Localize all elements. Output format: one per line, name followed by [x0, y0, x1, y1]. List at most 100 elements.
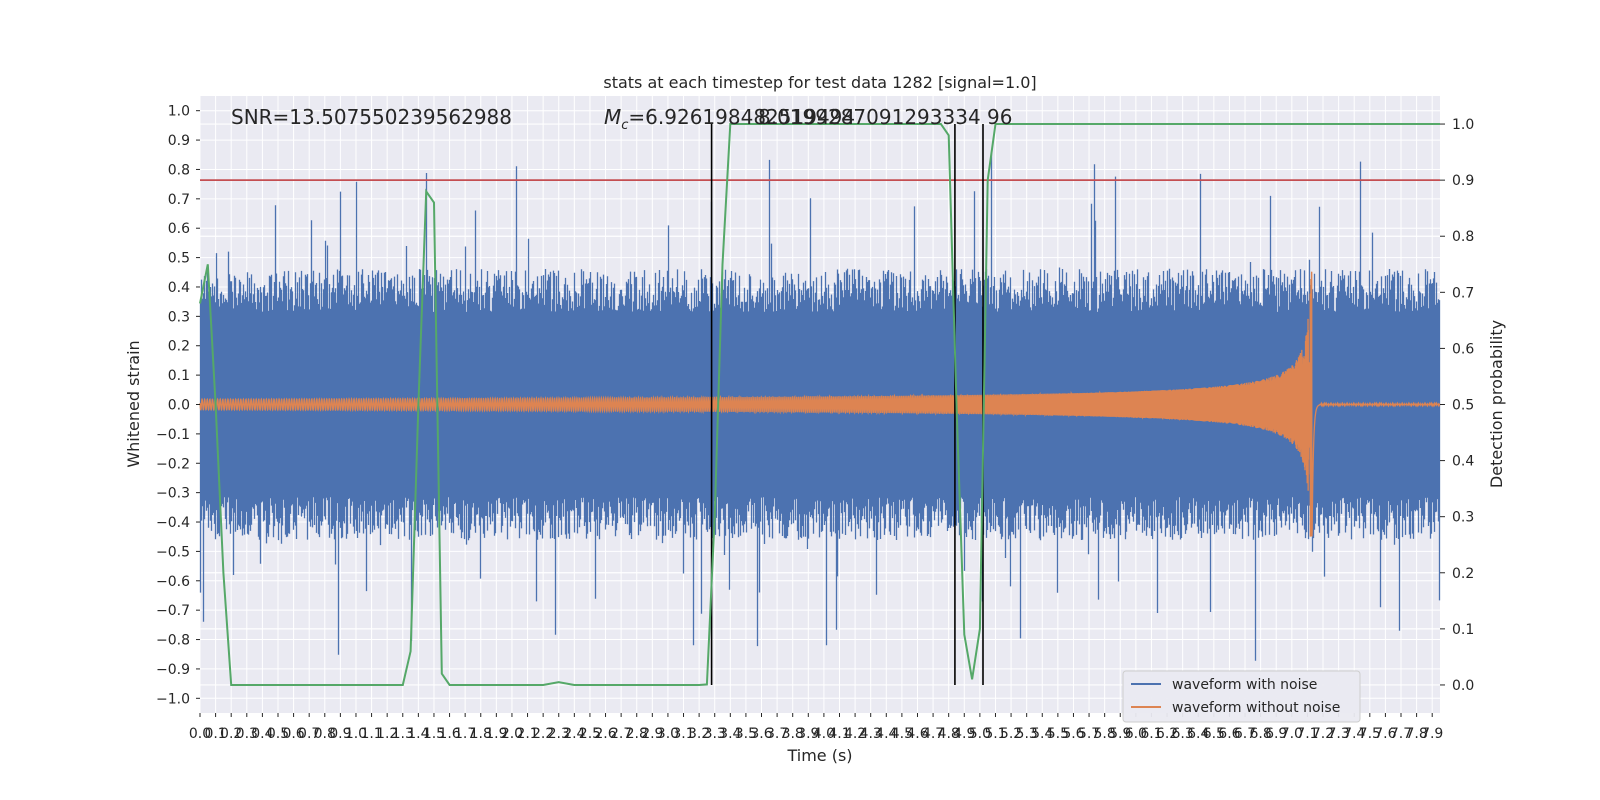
x-tick-label: 3.7	[766, 726, 788, 742]
legend: waveform with noise waveform without noi…	[1122, 670, 1361, 723]
x-tick-label: 5.3	[1016, 726, 1038, 742]
y2-tick-label: 0.4	[1452, 454, 1474, 470]
x-tick-label: 4.0	[813, 726, 835, 742]
y2-tick-label: 0.3	[1452, 510, 1474, 526]
x-tick-label: 4.3	[860, 726, 882, 742]
x-tick-label: 1.4	[407, 726, 429, 742]
x-tick-label: 2.8	[626, 726, 648, 742]
x-tick-label: 5.6	[1062, 726, 1084, 742]
x-tick-label: 0.8	[314, 726, 336, 742]
x-tick-label: 0.6	[282, 726, 304, 742]
x-tick-label: 1.6	[438, 726, 460, 742]
detection-probability-line	[199, 123, 1440, 686]
y2-tick-label: 0.8	[1452, 229, 1474, 245]
x-tick-label: 7.0	[1281, 726, 1303, 742]
x-tick-label: 0.4	[251, 726, 273, 742]
x-tick-label: 3.0	[657, 726, 679, 742]
x-tick-label: 3.9	[797, 726, 819, 742]
series-detection-probability	[199, 123, 1440, 686]
y-tick-label: 0.0	[168, 398, 190, 414]
chirp-mass-annotation: Mc=6.926198482519494	[604, 105, 855, 133]
y-tick-label: −0.7	[156, 603, 190, 619]
x-tick-label: 4.8	[938, 726, 960, 742]
y-tick-label: −0.2	[156, 456, 190, 472]
x-tick-label: 6.0	[1125, 726, 1147, 742]
x-tick-label: 7.7	[1390, 726, 1412, 742]
x-tick-label: 2.3	[548, 726, 570, 742]
x-tick-label: 5.2	[1000, 726, 1022, 742]
x-tick-label: 5.7	[1078, 726, 1100, 742]
legend-label-clean: waveform without noise	[1172, 700, 1340, 716]
x-tick-label: 2.1	[516, 726, 538, 742]
x-tick-label: 4.9	[953, 726, 975, 742]
y2-tick-label: 0.6	[1452, 341, 1474, 357]
x-tick-label: 5.1	[984, 726, 1006, 742]
x-tick-label: 7.3	[1327, 726, 1349, 742]
y2-tick-label: 0.1	[1452, 622, 1474, 638]
y2-tick-label: 0.0	[1452, 678, 1474, 694]
y-tick-label: −0.9	[156, 662, 190, 678]
x-tick-label: 6.5	[1203, 726, 1225, 742]
x-tick-label: 5.0	[969, 726, 991, 742]
x-tick-label: 0.1	[204, 726, 226, 742]
x-tick-label: 3.4	[719, 726, 741, 742]
x-tick-label: 7.1	[1296, 726, 1318, 742]
x-tick-label: 7.4	[1343, 726, 1365, 742]
snr-annotation: SNR=13.507550239562988	[231, 105, 512, 129]
x-tick-label: 6.7	[1234, 726, 1256, 742]
x-tick-label: 3.2	[688, 726, 710, 742]
x-tick-label: 6.2	[1156, 726, 1178, 742]
x-tick-label: 0.9	[329, 726, 351, 742]
legend-box	[1122, 670, 1361, 723]
y2-axis-label: Detection probability	[1487, 320, 1506, 488]
x-tick-label: 1.7	[454, 726, 476, 742]
x-axis-ticks: 0.00.10.20.30.40.50.60.70.80.91.01.11.21…	[189, 713, 1443, 742]
x-tick-label: 7.2	[1312, 726, 1334, 742]
x-tick-label: 6.3	[1172, 726, 1194, 742]
x-tick-label: 2.2	[532, 726, 554, 742]
series-waveform-without-noise	[199, 271, 1441, 537]
x-tick-label: 3.1	[672, 726, 694, 742]
x-tick-label: 2.4	[563, 726, 585, 742]
x-tick-label: 0.0	[189, 726, 211, 742]
x-tick-label: 2.9	[641, 726, 663, 742]
y-tick-label: 0.9	[168, 133, 190, 149]
y-tick-label: 0.8	[168, 162, 190, 178]
x-tick-label: 6.8	[1249, 726, 1271, 742]
x-tick-label: 1.2	[376, 726, 398, 742]
x-tick-label: 4.2	[844, 726, 866, 742]
x-tick-label: 4.1	[828, 726, 850, 742]
x-tick-label: 0.7	[298, 726, 320, 742]
y-tick-label: 0.3	[168, 309, 190, 325]
x-tick-label: 7.6	[1374, 726, 1396, 742]
y2-axis-ticks: 0.0 0.1 0.2 0.3 0.4 0.5 0.6 0.7 0.8 0.9 1.0	[1440, 117, 1474, 694]
y-tick-label: −0.6	[156, 574, 190, 590]
x-tick-label: 5.5	[1047, 726, 1069, 742]
x-tick-label: 3.5	[735, 726, 757, 742]
x-tick-label: 6.9	[1265, 726, 1287, 742]
y-tick-label: −0.8	[156, 633, 190, 649]
x-tick-label: 5.9	[1109, 726, 1131, 742]
x-tick-label: 1.0	[345, 726, 367, 742]
y2-tick-label: 0.9	[1452, 173, 1474, 189]
y2-tick-label: 1.0	[1452, 117, 1474, 133]
y-tick-label: 0.2	[168, 339, 190, 355]
x-tick-label: 1.8	[470, 726, 492, 742]
y2-tick-label: 0.7	[1452, 285, 1474, 301]
y-tick-label: 0.4	[168, 280, 190, 296]
x-tick-label: 0.3	[236, 726, 258, 742]
y-tick-label: 0.7	[168, 192, 190, 208]
x-tick-label: 6.1	[1140, 726, 1162, 742]
chart-title: stats at each timestep for test data 128…	[603, 73, 1036, 92]
x-tick-label: 5.8	[1094, 726, 1116, 742]
x-tick-label: 3.6	[750, 726, 772, 742]
y-tick-label: 0.1	[168, 368, 190, 384]
x-tick-label: 0.5	[267, 726, 289, 742]
x-tick-label: 4.6	[906, 726, 928, 742]
legend-label-noise: waveform with noise	[1172, 677, 1317, 693]
x-tick-label: 4.7	[922, 726, 944, 742]
x-tick-label: 2.0	[501, 726, 523, 742]
x-tick-label: 4.4	[875, 726, 897, 742]
x-tick-label: 3.8	[782, 726, 804, 742]
y-tick-label: 0.5	[168, 251, 190, 267]
